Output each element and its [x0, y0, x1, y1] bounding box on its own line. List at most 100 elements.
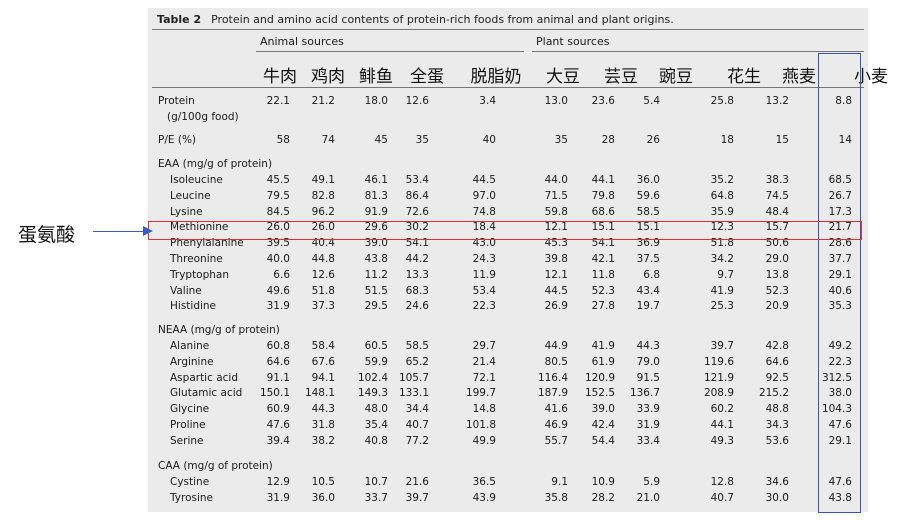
- table-cell: 82.8: [311, 189, 335, 202]
- row-label: Valine: [170, 284, 202, 297]
- table-cell: 3.4: [479, 95, 496, 107]
- table-caption: Protein and amino acid contents of prote…: [211, 13, 674, 26]
- table-cell: 18: [720, 134, 734, 146]
- table-cell: 45.3: [544, 237, 568, 250]
- food-header-cn: 芸豆: [604, 67, 638, 87]
- table-cell: 44.3: [636, 340, 660, 352]
- table-cell: 15.1: [591, 221, 615, 234]
- table-cell: 71.5: [544, 189, 568, 202]
- table-cell: 38.2: [311, 434, 335, 447]
- table-cell: 68.5: [828, 174, 852, 186]
- table-cell: 12.9: [266, 476, 290, 488]
- table-row: Tryptophan 6.6 12.6 11.2 13.3 11.9 12.1 11.8 6.8…: [0, 269, 909, 284]
- table-cell: 39.8: [544, 253, 568, 265]
- table-cell: 65.2: [405, 355, 429, 368]
- table-cell: 47.6: [828, 419, 852, 431]
- table-cell: 48.8: [765, 403, 789, 416]
- table-cell: 31.8: [311, 419, 335, 431]
- table-cell: 34.4: [405, 403, 429, 416]
- table-cell: 39.0: [364, 237, 388, 250]
- table-cell: 43.4: [636, 284, 660, 297]
- table-cell: 68.6: [591, 205, 615, 218]
- table-cell: 38.0: [828, 387, 852, 400]
- table-cell: 44.5: [472, 174, 496, 186]
- table-cell: 41.9: [710, 284, 734, 297]
- table-cell: 10.5: [311, 476, 335, 488]
- table-cell: 17.3: [828, 205, 852, 218]
- table-cell: 116.4: [537, 371, 568, 384]
- table-cell: 94.1: [311, 371, 335, 384]
- food-header-cn: 牛肉: [263, 67, 297, 87]
- table-cell: 59.8: [544, 205, 568, 218]
- section-header-label: CAA (mg/g of protein): [158, 460, 273, 472]
- table-cell: 44.1: [591, 174, 615, 186]
- table-cell: 53.4: [472, 284, 496, 297]
- table-cell: 97.0: [472, 189, 496, 202]
- table-cell: 43.9: [472, 491, 496, 504]
- row-label: Lysine: [170, 205, 203, 218]
- section-header-label: NEAA (mg/g of protein): [158, 324, 280, 336]
- food-header-cn: 燕麦: [782, 67, 816, 87]
- table-cell: 91.5: [636, 371, 660, 384]
- table-cell: 14: [838, 134, 852, 146]
- table-cell: 33.4: [636, 434, 660, 447]
- table-row: Protein 22.1 21.2 18.0 12.6 3.4 13.0 23.6 5.4 25.…: [0, 95, 909, 110]
- table-cell: 54.1: [405, 237, 429, 250]
- table-cell: 40.8: [364, 434, 388, 447]
- row-label: Threonine: [170, 253, 223, 265]
- table-cell: 27.8: [591, 300, 615, 313]
- table-cell: 20.9: [765, 300, 789, 313]
- table-cell: 12.6: [405, 95, 429, 107]
- table-cell: 51.8: [311, 284, 335, 297]
- table-cell: 40.7: [405, 419, 429, 431]
- table-cell: 29.7: [472, 340, 496, 352]
- row-label: P/E (%): [158, 134, 197, 146]
- table-row: Histidine 31.9 37.3 29.5 24.6 22.3 26.9 27.8 19.…: [0, 300, 909, 315]
- table-number: Table 2: [157, 13, 202, 26]
- table-cell: 35.9: [710, 205, 734, 218]
- table-cell: 14.8: [472, 403, 496, 416]
- group-plant-sources: Plant sources: [536, 35, 610, 48]
- table-cell: 40.7: [710, 491, 734, 504]
- table-cell: 121.9: [703, 371, 734, 384]
- table-cell: 60.5: [364, 340, 388, 352]
- protein-unit-note: (g/100g food): [167, 111, 239, 123]
- table-cell: 67.6: [311, 355, 335, 368]
- animal-group-rule: [256, 51, 524, 52]
- table-cell: 41.9: [591, 340, 615, 352]
- table-cell: 51.8: [710, 237, 734, 250]
- table-cell: 36.9: [636, 237, 660, 250]
- table-cell: 53.6: [765, 434, 789, 447]
- table-cell: 59.6: [636, 189, 660, 202]
- table-cell: 54.4: [591, 434, 615, 447]
- row-label: Tyrosine: [170, 491, 214, 504]
- table-cell: 33.9: [636, 403, 660, 416]
- food-header-cn: 豌豆: [659, 67, 693, 87]
- plant-group-rule: [532, 51, 864, 52]
- table-cell: 31.9: [266, 491, 290, 504]
- section-header: CAA (mg/g of protein): [0, 460, 909, 475]
- table-cell: 49.6: [266, 284, 290, 297]
- table-cell: 44.9: [544, 340, 568, 352]
- annotation-arrow: [93, 231, 149, 232]
- table-cell: 13.8: [765, 268, 789, 281]
- table-row: Proline 47.6 31.8 35.4 40.7 101.8 46.9 42.4 31.9…: [0, 419, 909, 434]
- table-cell: 92.5: [765, 371, 789, 384]
- table-cell: 39.5: [266, 237, 290, 250]
- table-cell: 43.0: [472, 237, 496, 250]
- table-row: Threonine 40.0 44.8 43.8 44.2 24.3 39.8 42.1 37.…: [0, 253, 909, 268]
- table-cell: 31.9: [266, 300, 290, 313]
- table-cell: 199.7: [465, 387, 496, 400]
- annotation-arrow-head: [143, 226, 153, 236]
- table-cell: 215.2: [758, 387, 789, 400]
- table-cell: 54.1: [591, 237, 615, 250]
- table-cell: 35.8: [544, 491, 568, 504]
- table-cell: 40.0: [266, 253, 290, 265]
- table-cell: 34.6: [765, 476, 789, 488]
- table-cell: 44.8: [311, 253, 335, 265]
- table-cell: 11.2: [364, 268, 388, 281]
- table-row: P/E (%) 58 74 45 35 40 35 28 26 18 15 14: [0, 134, 909, 149]
- table-cell: 24.6: [405, 300, 429, 313]
- table-cell: 28.6: [828, 237, 852, 250]
- table-cell: 36.0: [636, 174, 660, 186]
